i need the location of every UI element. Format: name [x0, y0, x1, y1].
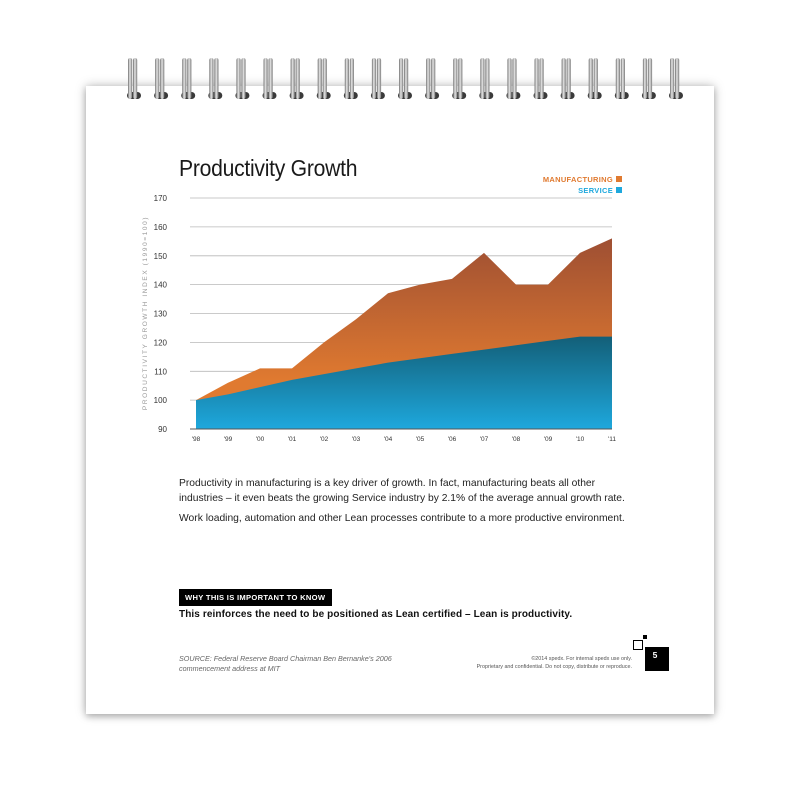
- x-tick-label: '02: [320, 436, 329, 443]
- why-important-text: This reinforces the need to be positione…: [179, 609, 573, 620]
- footer-legal: ©2014 spedx. For internal spedx use only…: [412, 655, 632, 671]
- legend-service-swatch: [616, 187, 622, 193]
- y-axis-label: PRODUCTIVITY GROWTH INDEX (1990=100): [142, 216, 149, 410]
- y-tick-label: 170: [154, 194, 168, 203]
- x-tick-label: '06: [448, 436, 457, 443]
- x-tick-label: '07: [480, 436, 489, 443]
- y-tick-label: 150: [154, 252, 168, 261]
- x-tick-label: '08: [512, 436, 521, 443]
- series-service-area: [196, 336, 612, 429]
- x-tick-label: '11: [608, 436, 616, 443]
- x-tick-label: '99: [224, 436, 233, 443]
- y-tick-label: 140: [154, 281, 168, 290]
- paragraph-2: Work loading, automation and other Lean …: [179, 513, 625, 524]
- footer-copyright: ©2014 spedx. For internal spedx use only…: [531, 656, 632, 662]
- legend-manufacturing-swatch: [616, 176, 622, 182]
- logo-square-icon: [633, 640, 643, 650]
- x-tick-label: '00: [256, 436, 265, 443]
- paragraph-1: Productivity in manufacturing is a key d…: [179, 478, 625, 504]
- x-tick-label: '98: [192, 436, 201, 443]
- x-tick-label: '05: [416, 436, 425, 443]
- why-important-label: WHY THIS IS IMPORTANT TO KNOW: [179, 589, 333, 606]
- legend-service: SERVICE: [578, 186, 622, 195]
- x-tick-label: '04: [384, 436, 393, 443]
- y-tick-label: 120: [154, 338, 168, 347]
- y-tick-label: 110: [154, 367, 167, 376]
- x-tick-label: '09: [544, 436, 553, 443]
- y-tick-label: 100: [154, 396, 168, 405]
- x-tick-label: '01: [288, 436, 297, 443]
- legend-manufacturing-label: MANUFACTURING: [542, 175, 613, 184]
- source-note: SOURCE: Federal Reserve Board Chairman B…: [179, 654, 392, 673]
- x-tick-label: '03: [352, 436, 361, 443]
- footer-disclaimer: Proprietary and confidential. Do not cop…: [476, 664, 632, 670]
- page-title: Productivity Growth: [179, 155, 358, 181]
- y-tick-label: 130: [154, 310, 168, 319]
- y-tick-label: 90: [158, 425, 167, 434]
- legend-manufacturing: MANUFACTURING: [543, 175, 622, 184]
- page-number: 5: [652, 650, 658, 660]
- x-tick-label: '10: [576, 436, 585, 443]
- logo-dot-icon: [643, 635, 647, 639]
- legend-service-label: SERVICE: [578, 186, 613, 195]
- y-tick-label: 160: [154, 223, 168, 232]
- page-number-box: [645, 647, 669, 671]
